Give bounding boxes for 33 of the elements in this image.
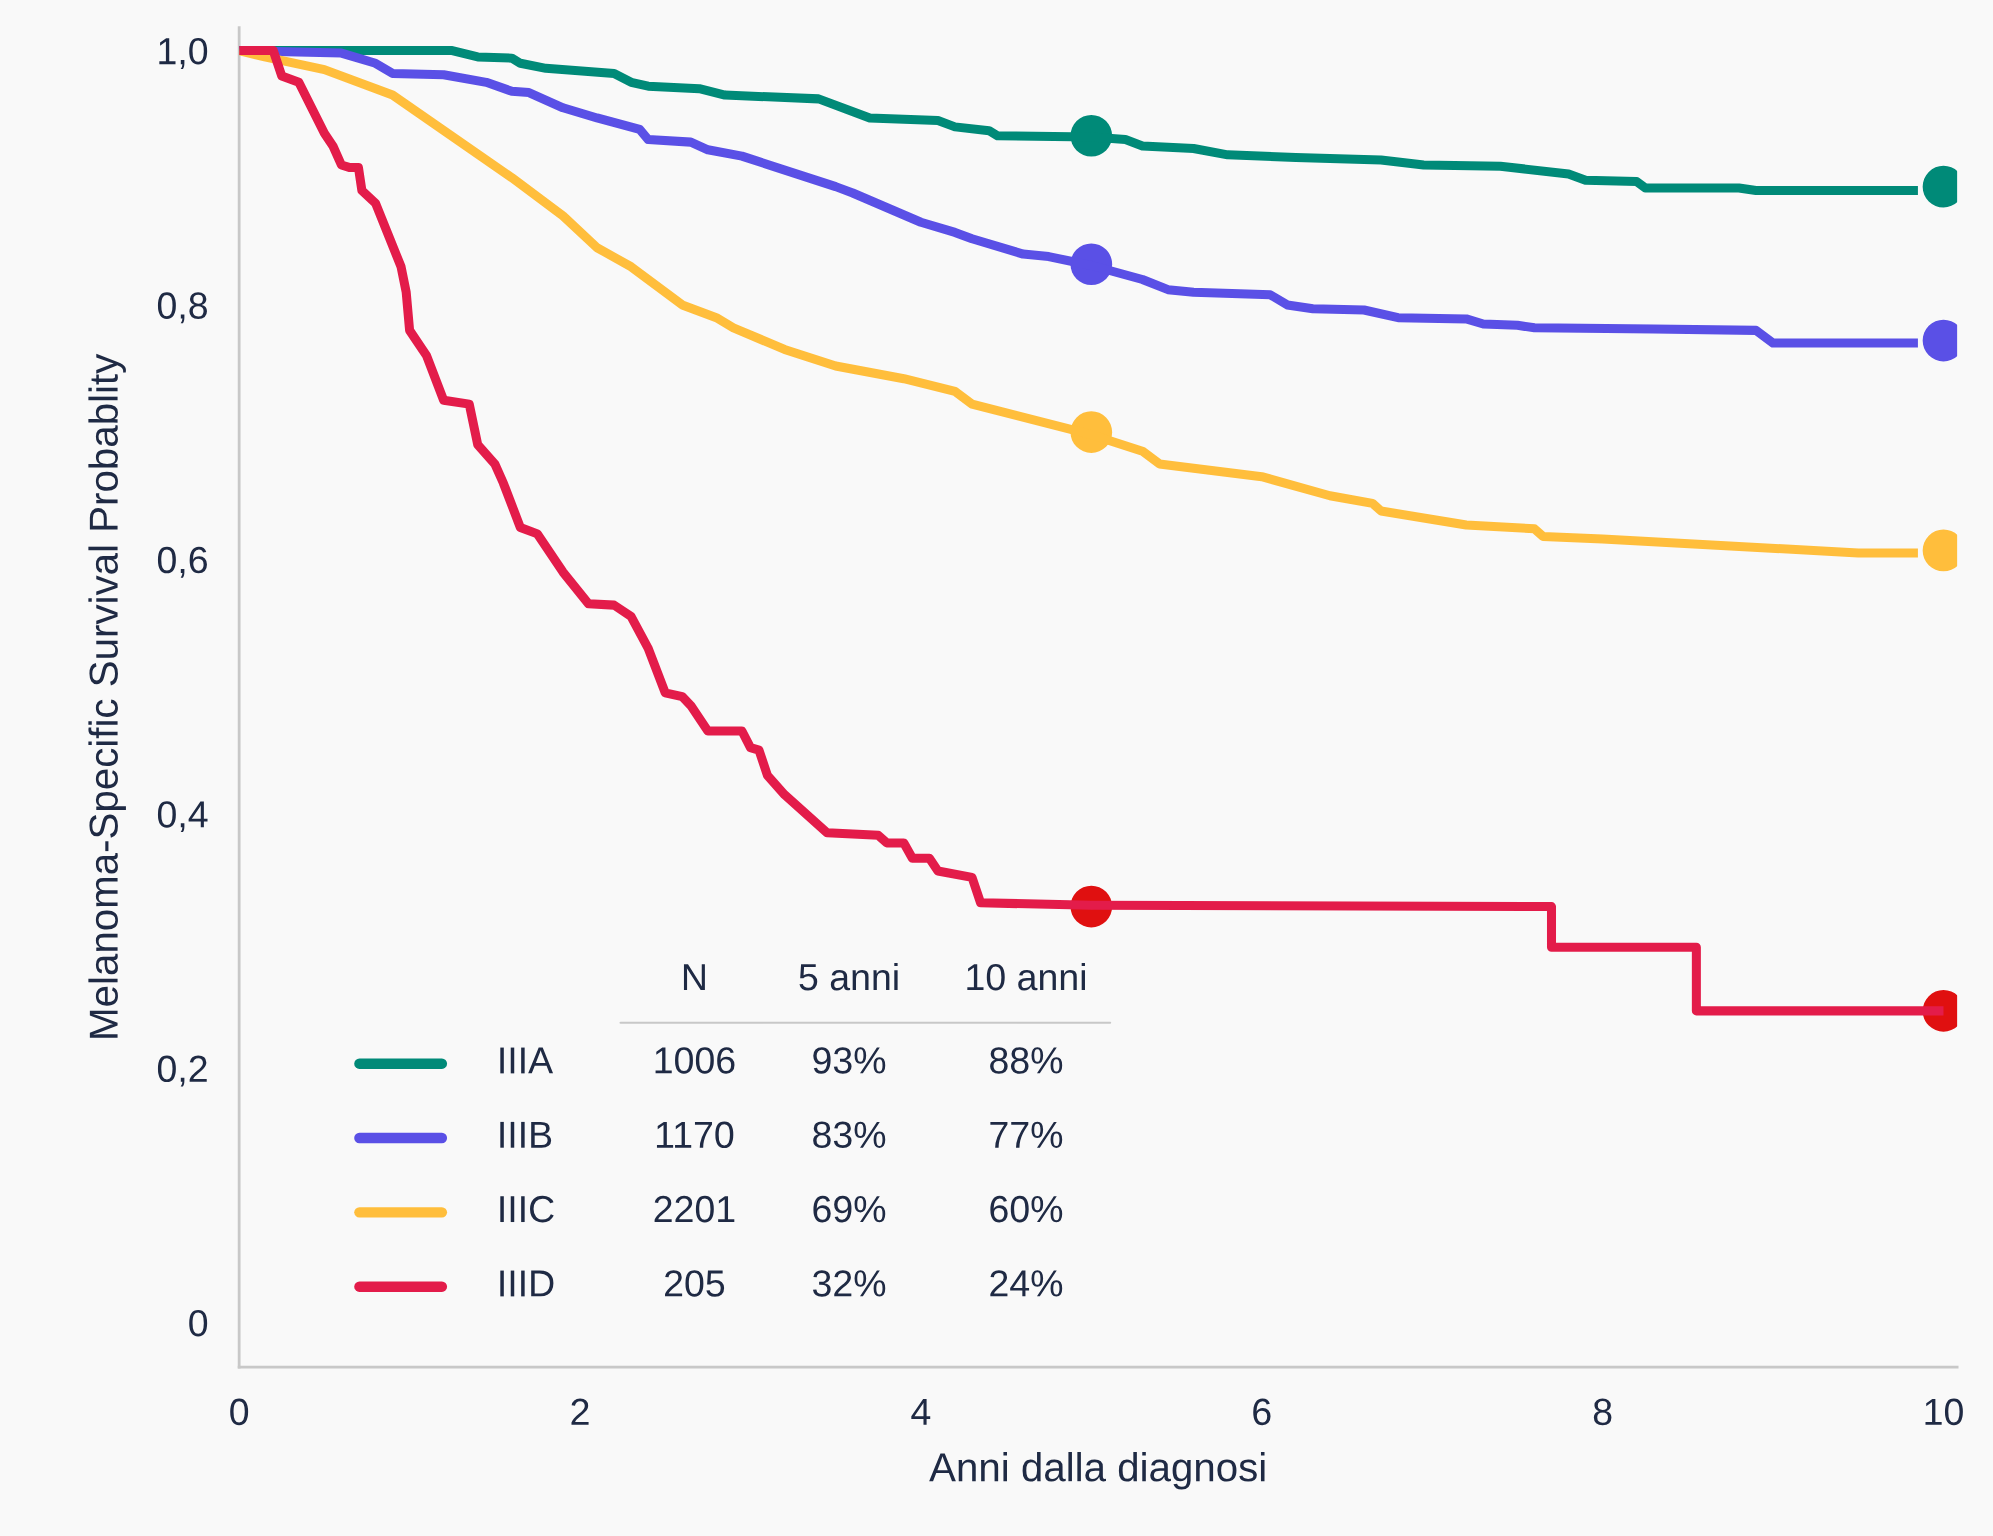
x-tick-label: 4: [911, 1398, 931, 1425]
annotation: 205: [665, 1270, 725, 1297]
legend-label: IIIA: [500, 1047, 554, 1074]
x-tick-label: 2: [571, 1398, 589, 1425]
x-axis-title: Anni dalla diagnosi: [929, 1452, 1265, 1490]
annotation: N: [683, 964, 705, 991]
annotation: 83%: [813, 1121, 886, 1149]
legend-label: IIIB: [500, 1121, 552, 1148]
y-tick-label: 0,6: [157, 546, 207, 578]
annotation: 60%: [990, 1195, 1063, 1223]
annotation: 77%: [990, 1121, 1063, 1148]
annotation: 1006: [655, 1047, 735, 1074]
annotation: 93%: [813, 1047, 886, 1074]
annotation: 10 anni: [967, 962, 1085, 991]
legend-label: IIID: [500, 1270, 554, 1297]
annotation: 69%: [813, 1195, 886, 1223]
annotation: 88%: [990, 1047, 1063, 1074]
annotation: 5 anni: [799, 962, 898, 991]
annotation: 32%: [812, 1270, 886, 1297]
annotation: 2201: [654, 1195, 735, 1223]
x-tick-label: 6: [1253, 1398, 1271, 1426]
y-axis-title: Melanoma-Specific Survival Probablity: [88, 353, 126, 1038]
y-tick-label: 0: [189, 1309, 208, 1337]
x-tick-label: 8: [1593, 1398, 1612, 1426]
annotation: 24%: [990, 1270, 1063, 1297]
y-tick-label: 0,8: [157, 292, 207, 324]
legend-label: IIIC: [500, 1195, 554, 1223]
y-tick-label: 0,4: [157, 801, 208, 833]
x-tick-label: 0: [230, 1398, 249, 1426]
y-tick-label: 1,0: [159, 37, 208, 69]
x-tick-label: 10: [1925, 1398, 1963, 1426]
annotation: 1170: [656, 1121, 734, 1149]
y-tick-label: 0,2: [157, 1055, 207, 1087]
